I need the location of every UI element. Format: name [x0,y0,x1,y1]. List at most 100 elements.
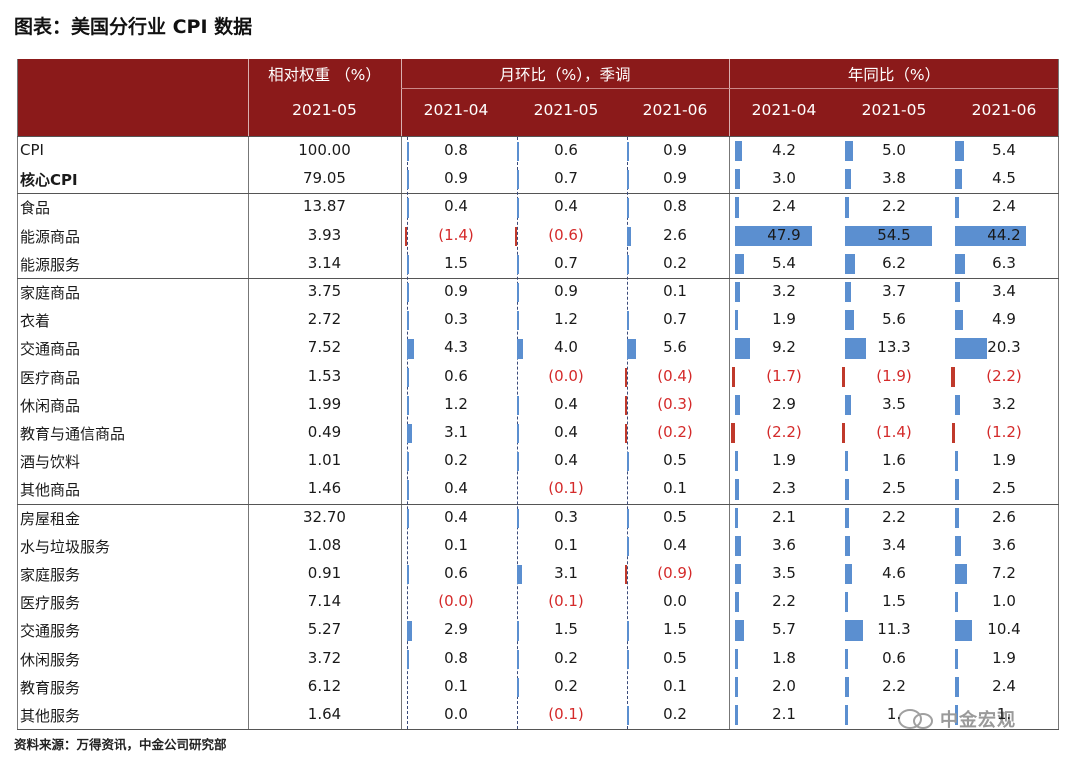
row-label: 能源商品 [20,227,81,246]
mom-positive-bar [407,283,409,303]
mom-value: 0.0 [663,592,687,611]
yoy-positive-bar [955,676,959,697]
yoy-positive-bar [735,338,750,359]
mom-positive-bar [627,649,629,669]
weight-cell: 3.14 [307,253,342,272]
row-label: 休闲服务 [20,650,81,669]
yoy-positive-bar [955,620,972,641]
yoy-negative-bar [952,423,955,444]
mom-positive-bar [517,452,519,472]
mom-value: 0.1 [444,676,468,695]
yoy-positive-bar [955,394,961,415]
mom-value: (0.3) [657,394,693,413]
yoy-positive-bar [735,197,739,218]
weight-cell: 3.93 [307,225,342,244]
yoy-value: 1.0 [992,592,1016,611]
yoy-positive-bar [955,592,958,613]
yoy-value: 2.3 [772,479,796,498]
row-label: 核心CPI [20,171,78,190]
yoy-positive-bar [845,676,849,697]
mom-positive-bar [627,621,630,641]
weight-cell: 7.14 [307,592,342,611]
row-label: CPI [20,141,44,159]
mom-value: 0.1 [554,535,578,554]
yoy-value: 2.0 [772,676,796,695]
mom-positive-bar [627,339,636,359]
mom-value: 0.8 [444,141,468,159]
yoy-value: (1.4) [876,423,912,441]
mom-value: 0.1 [663,282,687,300]
header-separator [248,59,249,136]
mom-positive-bar [627,452,629,472]
yoy-value: 4.5 [992,169,1016,188]
yoy-value: 5.4 [992,141,1016,159]
table-right-border [1058,59,1059,730]
yoy-value: 9.2 [772,338,796,357]
yoy-positive-bar [845,451,848,472]
yoy-value: 3.7 [882,282,906,300]
yoy-positive-bar [955,535,961,556]
mom-value: (0.2) [657,423,693,441]
yoy-positive-bar [735,535,741,556]
yoy-value: 2.2 [882,507,906,526]
yoy-positive-bar [955,310,963,331]
mom-value: 0.2 [663,253,687,272]
mom-value: 5.6 [663,338,687,357]
mom-positive-bar [407,339,414,359]
mom-value: 0.7 [554,253,578,272]
yoy-positive-bar [735,451,739,472]
mom-value: (0.4) [657,366,693,385]
mom-positive-bar [627,508,629,528]
yoy-value: (2.2) [766,423,802,441]
yoy-positive-bar [735,225,812,246]
row-label: 医疗服务 [20,594,81,613]
mom-value: 0.4 [663,535,687,554]
yoy-positive-bar [845,592,848,613]
yoy-positive-bar [955,648,959,669]
mom-value: 2.9 [444,620,468,639]
table-top-border [17,136,1059,137]
yoy-positive-bar [845,141,853,162]
mom-value: 0.4 [554,394,578,413]
mom-value: 0.6 [554,141,578,159]
yoy-value: 2.6 [992,507,1016,526]
mom-positive-bar [627,311,629,331]
yoy-value: 1. [886,705,902,723]
yoy-positive-bar [735,253,744,274]
yoy-value: 54.5 [877,225,911,244]
yoy-value: 2.1 [772,705,796,723]
mom-value: 0.4 [554,197,578,216]
mom-value: 0.0 [444,705,468,723]
column-separator [248,137,249,730]
mom-positive-bar [407,198,409,218]
weight-cell: 1.01 [307,451,342,470]
row-label: 酒与饮料 [20,453,81,472]
mom-positive-bar [517,339,524,359]
mom-positive-bar [407,621,412,641]
mom-value: 0.4 [554,451,578,470]
column-separator [401,137,402,730]
yoy-negative-bar [842,423,845,444]
weight-cell: 7.52 [307,338,342,357]
yoy-positive-bar [735,479,739,500]
yoy-positive-bar [735,705,739,726]
weight-cell: 3.72 [307,648,342,667]
mom-positive-bar [407,508,409,528]
mom-value: 4.3 [444,338,468,357]
mom-value: 0.2 [554,648,578,667]
mom-positive-bar [517,311,519,331]
weight-cell: 1.46 [307,479,342,498]
mom-positive-bar [407,311,409,331]
mom-value: 0.6 [444,564,468,582]
yoy-value: 2.4 [772,197,796,216]
yoy-value: 2.9 [772,394,796,413]
mom-positive-bar [407,565,409,585]
yoy-positive-bar [735,169,740,190]
mom-value: 0.9 [554,282,578,300]
yoy-positive-bar [955,338,988,359]
yoy-positive-bar [845,282,851,303]
row-label: 水与垃圾服务 [20,537,111,556]
yoy-value: (1.7) [766,366,802,385]
mom-value: 0.5 [663,451,687,470]
yoy-positive-bar [845,394,851,415]
